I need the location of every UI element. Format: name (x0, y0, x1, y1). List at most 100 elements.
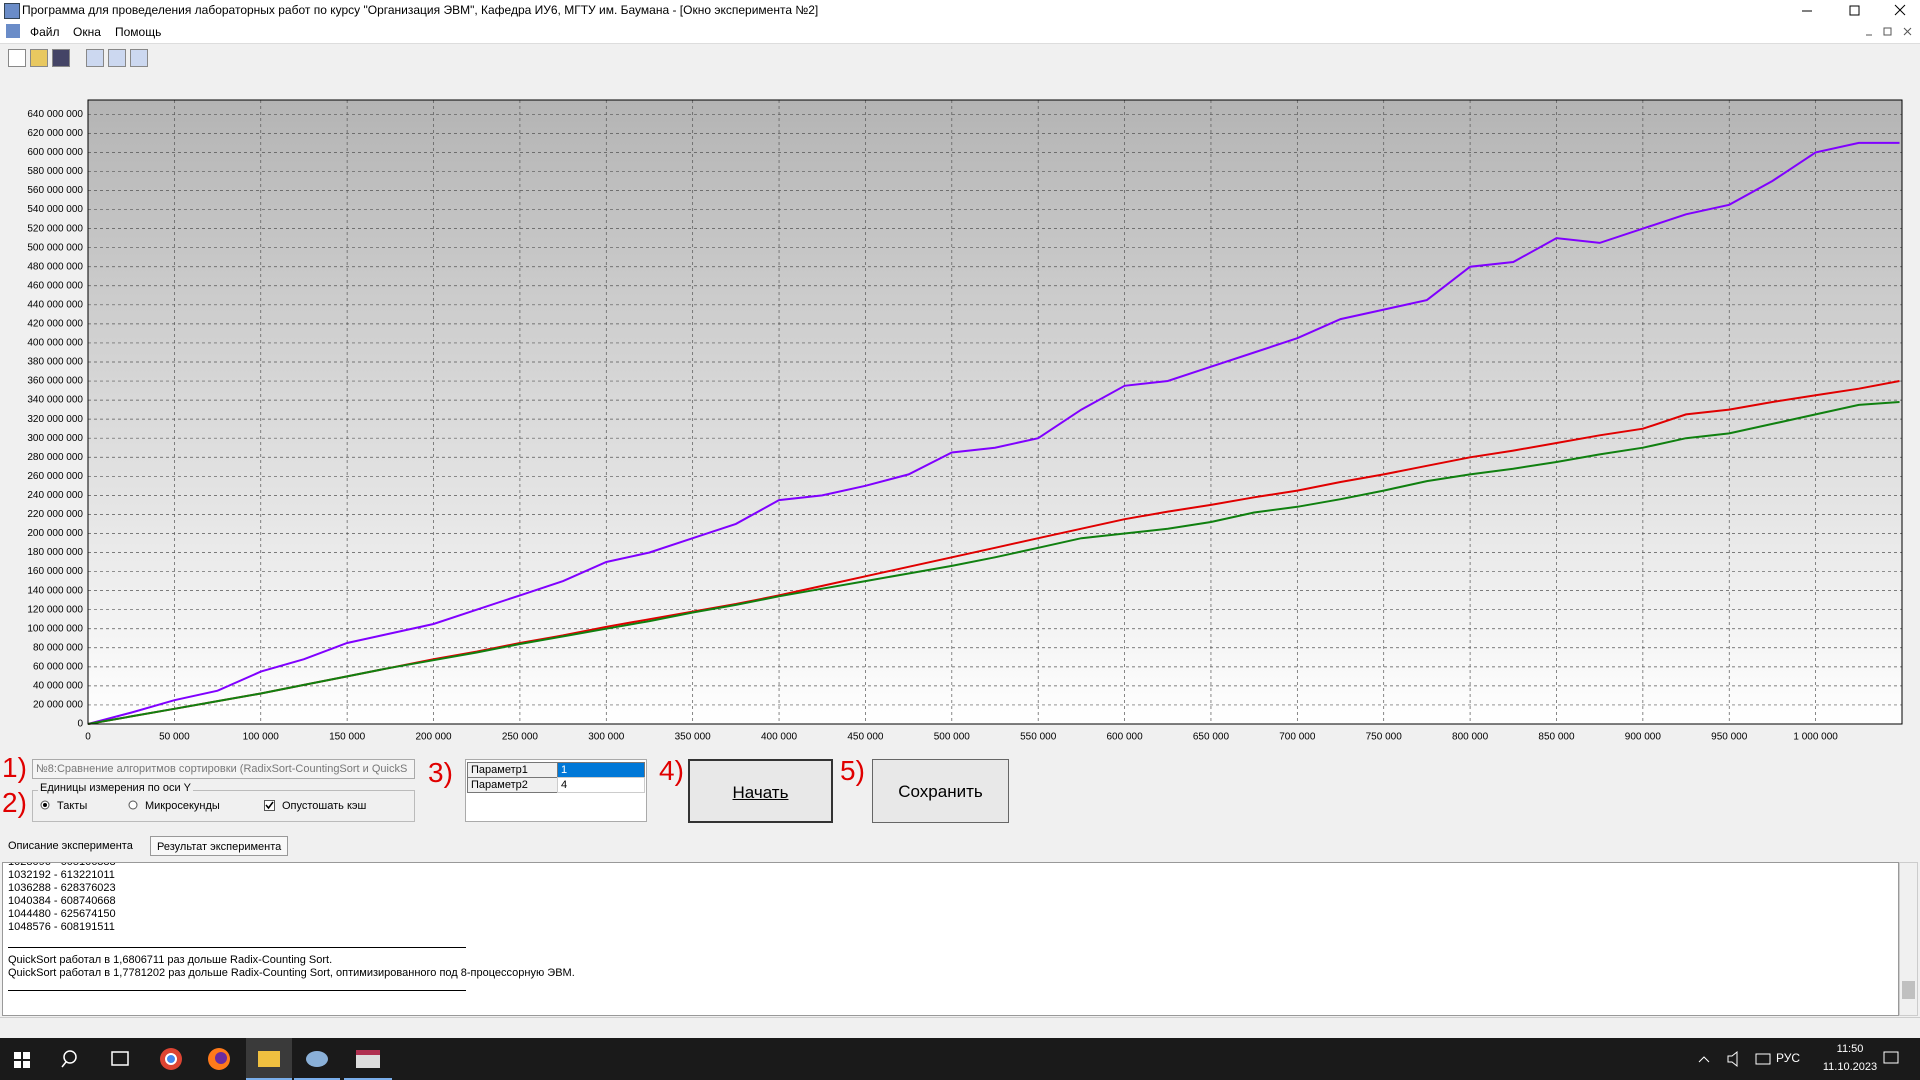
y-tick-label: 220 000 000 (27, 509, 83, 520)
save-button[interactable]: Сохранить (872, 759, 1009, 823)
y-tick-label: 260 000 000 (27, 471, 83, 482)
maximize[interactable] (1849, 5, 1860, 16)
close[interactable] (1894, 4, 1906, 16)
x-tick-label: 850 000 (1538, 732, 1575, 743)
menu-bar: Файл Окна Помощь (0, 21, 1920, 44)
input-language[interactable]: РУС (1776, 1051, 1801, 1065)
step-marker: 3) (428, 757, 453, 788)
y-tick-label: 40 000 000 (33, 681, 83, 692)
radio-checked[interactable] (40, 800, 50, 810)
y-tick-label: 180 000 000 (27, 547, 83, 558)
output-text: 1028096 - 605106388 1032192 - 613221011 10… (3, 862, 1898, 991)
chart: 0 20 000 000 40 000 000 60 000 000 80 000 00… (27, 99, 1903, 743)
open-button[interactable] (30, 49, 48, 67)
toolbar (0, 44, 1920, 73)
radio-label[interactable]: Микросекунды (145, 800, 220, 812)
y-tick-label: 360 000 000 (27, 376, 83, 387)
output-line: 1028096 - 605106388 (8, 862, 116, 868)
x-tick-label: 800 000 (1452, 732, 1489, 743)
plot-frame (87, 99, 1903, 725)
output-line: 1044480 - 625674150 (8, 908, 116, 920)
step-marker: 5) (840, 755, 865, 786)
menu-item[interactable]: Окна (73, 25, 101, 39)
new-button[interactable] (8, 49, 26, 67)
x-tick-label: 250 000 (502, 732, 539, 743)
y-tick-label: 500 000 000 (27, 242, 83, 253)
x-tick-label: 700 000 (1279, 732, 1316, 743)
scrollbar[interactable] (1899, 862, 1918, 1016)
title-bar: Программа для проведеления лабораторных … (0, 0, 1920, 21)
output-summary: QuickSort работал в 1,6806711 раз дольше… (8, 954, 333, 966)
x-tick-label: 650 000 (1193, 732, 1230, 743)
window-controls[interactable] (1780, 0, 1920, 21)
output-line: 1036288 - 628376023 (8, 882, 116, 894)
radio[interactable] (128, 800, 138, 810)
y-tick-label: 240 000 000 (27, 490, 83, 501)
y-tick-label: 580 000 000 (27, 166, 83, 177)
experiment-select[interactable]: №8:Сравнение алгоритмов сортировки (Radi… (32, 759, 415, 779)
menu-item[interactable]: Помощь (115, 25, 162, 39)
param-value[interactable]: 4 (557, 777, 645, 793)
scroll-thumb[interactable] (1902, 981, 1915, 999)
x-tick-label: 150 000 (329, 732, 366, 743)
cascade-button[interactable] (86, 49, 104, 67)
x-tick-label: 450 000 (847, 732, 884, 743)
output-line: 1040384 - 608740668 (8, 895, 116, 907)
step-marker: 1) (2, 752, 27, 783)
clock-date[interactable]: 11.10.2023 (1822, 1061, 1878, 1073)
x-tick-label: 550 000 (1020, 732, 1057, 743)
checkbox[interactable] (264, 800, 275, 811)
data-line (87, 401, 1900, 725)
y-tick-label: 300 000 000 (27, 433, 83, 444)
checkbox-label[interactable]: Опустошать кэш (282, 800, 367, 812)
y-tick-label: 480 000 000 (27, 261, 83, 272)
output-summary: QuickSort работал в 1,7781202 раз дольше… (8, 967, 575, 979)
units-label: Единицы измерения по оси Y (38, 782, 194, 794)
tile-v-button[interactable] (130, 49, 148, 67)
y-tick-label: 440 000 000 (27, 299, 83, 310)
y-tick-label: 60 000 000 (33, 661, 83, 672)
notifications[interactable] (1872, 1048, 1912, 1070)
params-grid: Параметр1 1 Параметр2 4 (465, 759, 647, 822)
tray-icons[interactable] (1690, 1038, 1790, 1080)
tile-h-button[interactable] (108, 49, 126, 67)
param-value[interactable]: 1 (557, 762, 645, 778)
taskbar-icons[interactable] (0, 1038, 420, 1080)
x-tick-label: 950 000 (1711, 732, 1748, 743)
x-tick-label: 0 (85, 732, 91, 743)
x-tick-label: 600 000 (1106, 732, 1143, 743)
clock-time[interactable]: 11:50 (1836, 1043, 1864, 1055)
output-box: 1028096 - 605106388 1032192 - 613221011 10… (2, 862, 1899, 1016)
separator (8, 980, 466, 991)
x-tick-label: 300 000 (588, 732, 625, 743)
y-tick-label: 80 000 000 (33, 642, 83, 653)
mdi-controls[interactable] (1860, 25, 1920, 39)
y-tick-label: 460 000 000 (27, 280, 83, 291)
y-tick-label: 560 000 000 (27, 185, 83, 196)
x-tick-label: 350 000 (675, 732, 712, 743)
step-marker: 4) (659, 755, 684, 786)
menu-item[interactable]: Файл (30, 25, 60, 39)
status-bar (0, 1017, 1920, 1039)
output-line: 1048576 - 608191511 (8, 921, 115, 933)
y-tick-label: 100 000 000 (27, 623, 83, 634)
x-tick-label: 200 000 (415, 732, 452, 743)
y-tick-label: 0 (77, 719, 83, 730)
data-line (87, 141, 1900, 725)
taskbar: РУС 11:50 11.10.2023 (0, 1038, 1920, 1080)
x-tick-label: 50 000 (159, 732, 190, 743)
save-button[interactable] (52, 49, 70, 67)
plot-area (87, 99, 1903, 725)
tab[interactable]: Описание эксперимента (8, 840, 133, 852)
y-tick-label: 380 000 000 (27, 357, 83, 368)
x-tick-label: 750 000 (1366, 732, 1403, 743)
x-tick-label: 400 000 (761, 732, 798, 743)
tab-active[interactable]: Результат эксперимента (150, 836, 289, 856)
radio-label[interactable]: Такты (57, 800, 88, 812)
chart-panel: 0 20 000 000 40 000 000 60 000 000 80 000 00… (0, 73, 1920, 753)
start-button[interactable]: Начать (688, 759, 833, 823)
y-tick-label: 140 000 000 (27, 585, 83, 596)
window-title: Программа для проведеления лабораторных … (22, 3, 819, 17)
y-tick-label: 280 000 000 (27, 452, 83, 463)
